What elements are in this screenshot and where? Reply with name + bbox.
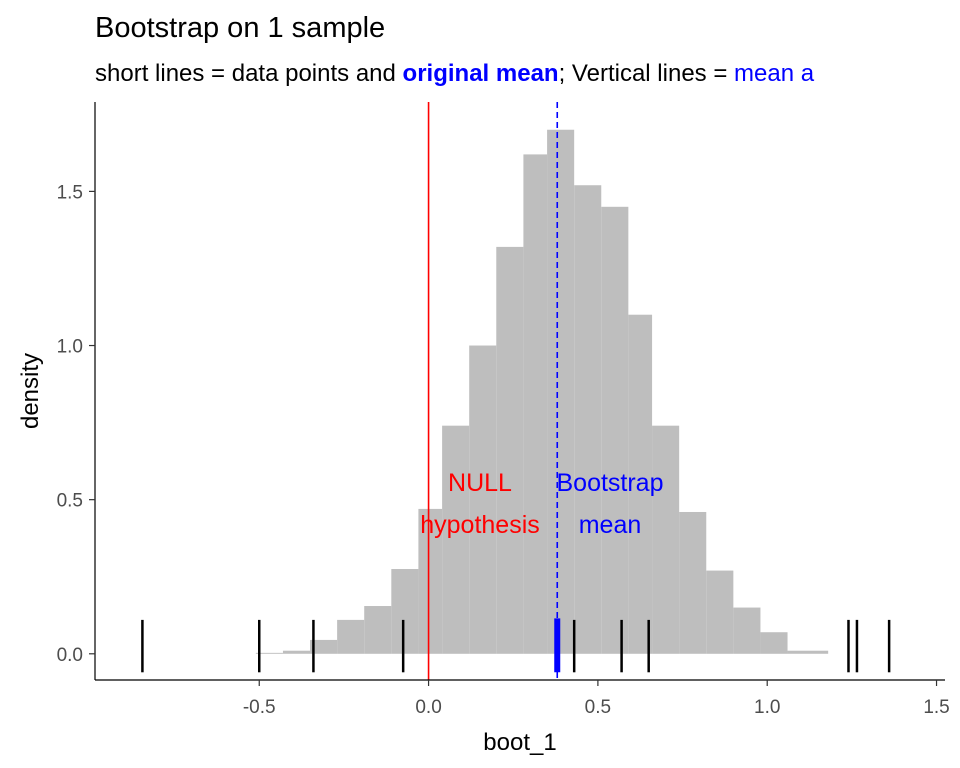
histogram-bar (679, 511, 707, 654)
x-tick-label: 0.5 (585, 697, 611, 718)
x-tick-label: 1.5 (923, 697, 949, 718)
histogram-bar (628, 314, 653, 654)
histogram-bar (442, 425, 470, 654)
histogram-bar (496, 246, 524, 654)
histogram-bar (652, 425, 680, 654)
subtitle-original-mean: original mean (402, 60, 559, 87)
histogram-bar (760, 632, 788, 654)
histogram-bar (706, 570, 734, 654)
histogram-bar (601, 206, 629, 654)
subtitle-part5: a (794, 60, 815, 87)
histogram-bar (469, 345, 497, 654)
histogram-bar (391, 569, 419, 654)
subtitle-part1: short lines = data points and (95, 60, 403, 87)
histogram-bar (523, 154, 548, 654)
histogram-bar (733, 607, 761, 654)
histogram-bar (418, 508, 443, 654)
y-tick-label: 1.0 (57, 337, 83, 358)
histogram-bar (364, 606, 392, 654)
subtitle-mean: mean (734, 60, 795, 87)
y-tick-label: 1.5 (57, 182, 83, 203)
subtitle-part3: ; Vertical lines = (558, 60, 735, 87)
histogram-bar (310, 639, 338, 654)
histogram-bar (547, 129, 575, 654)
x-tick-label: 0.0 (415, 697, 441, 718)
chart-subtitle: short lines = data points and original m… (95, 60, 814, 88)
histogram-bar (574, 185, 602, 654)
null-label-line1: NULL (448, 469, 512, 497)
y-axis-title: density (17, 353, 44, 429)
histogram-bar (337, 619, 365, 654)
x-axis-title: boot_1 (483, 729, 556, 756)
histogram-bar (255, 652, 283, 654)
histogram-bar (282, 650, 311, 654)
x-tick-label: -0.5 (243, 697, 276, 718)
bootstrap-label-line1: Bootstrap (556, 469, 663, 497)
y-tick-label: 0.5 (57, 491, 83, 512)
null-label-line2: hypothesis (420, 511, 540, 539)
y-tick-label: 0.0 (57, 645, 83, 666)
x-tick-label: 1.0 (754, 697, 780, 718)
bootstrap-label-line2: mean (579, 511, 642, 539)
chart-title: Bootstrap on 1 sample (95, 12, 386, 44)
histogram-bar (787, 650, 829, 654)
